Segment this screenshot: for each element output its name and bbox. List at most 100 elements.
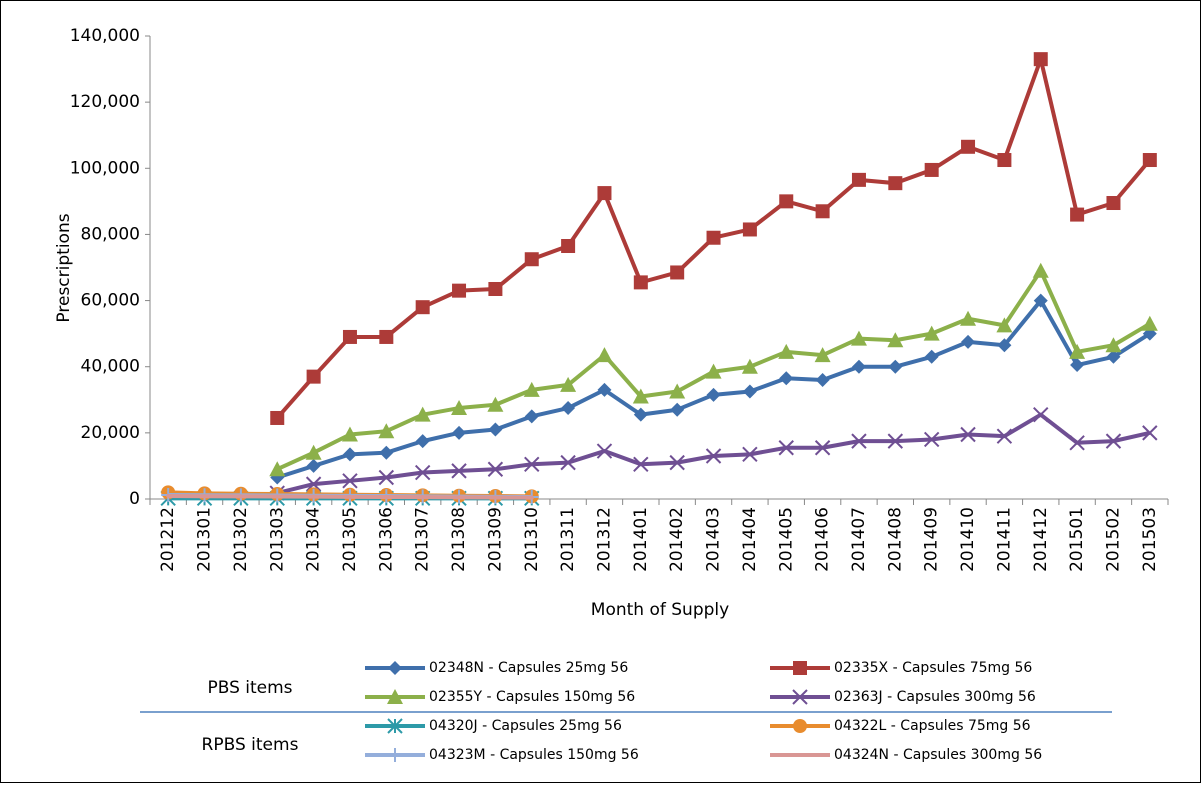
- data-point: [384, 495, 389, 500]
- x-tick-label: 201309: [485, 507, 505, 572]
- legend-marker: [793, 719, 807, 733]
- legend-marker: [793, 661, 807, 675]
- data-point: [1033, 293, 1048, 308]
- x-tick-label: 201312: [594, 507, 614, 572]
- data-point: [1032, 262, 1049, 278]
- data-point: [270, 410, 285, 425]
- data-point: [529, 495, 534, 500]
- y-tick-label: 40,000: [81, 357, 140, 377]
- data-point: [452, 425, 467, 440]
- data-point: [996, 428, 1013, 444]
- data-point: [306, 458, 321, 473]
- x-tick-label: 201503: [1140, 507, 1160, 572]
- data-point: [887, 433, 904, 449]
- x-tick-label: 201302: [231, 507, 251, 572]
- data-point: [778, 440, 794, 456]
- data-point: [597, 382, 612, 397]
- data-point: [378, 423, 395, 439]
- legend-label: 04323M - Capsules 150mg 56: [429, 747, 639, 763]
- x-tick-label: 201308: [449, 507, 469, 572]
- data-point: [524, 409, 539, 424]
- legend-marker: [792, 689, 808, 705]
- data-point: [561, 239, 576, 254]
- data-point: [596, 443, 613, 459]
- data-point: [451, 463, 467, 479]
- data-point: [524, 252, 539, 267]
- data-point: [451, 400, 468, 416]
- data-point: [1105, 337, 1122, 353]
- data-point: [851, 433, 867, 449]
- data-point: [420, 495, 425, 500]
- data-point: [961, 334, 976, 349]
- legend-marker: [388, 661, 402, 675]
- x-tick-label: 201403: [704, 507, 724, 572]
- x-tick-label: 201408: [885, 507, 905, 572]
- legend-label: 02355Y - Capsules 150mg 56: [429, 689, 635, 705]
- y-tick-label: 60,000: [81, 291, 140, 311]
- data-point: [814, 440, 831, 456]
- data-point: [670, 265, 685, 280]
- y-tick-label: 0: [129, 489, 140, 509]
- data-point: [960, 426, 976, 443]
- x-tick-label: 201411: [994, 507, 1014, 572]
- data-point: [305, 444, 322, 460]
- legend-label: 04322L - Capsules 75mg 56: [834, 718, 1031, 734]
- data-point: [996, 317, 1013, 333]
- x-tick-label: 201306: [376, 507, 396, 572]
- data-point: [597, 186, 612, 201]
- data-point: [742, 384, 757, 399]
- data-point: [457, 495, 462, 500]
- data-point: [706, 230, 721, 245]
- data-point: [778, 343, 795, 359]
- x-tick-label: 201409: [922, 507, 942, 572]
- x-tick-label: 201404: [740, 507, 760, 572]
- data-point: [342, 447, 357, 462]
- data-point: [887, 332, 904, 348]
- data-point: [341, 426, 358, 442]
- x-tick-label: 201212: [158, 507, 178, 572]
- data-point: [1106, 349, 1121, 364]
- data-point: [742, 222, 757, 237]
- data-point: [379, 445, 394, 460]
- data-point: [166, 494, 171, 499]
- data-point: [742, 446, 758, 463]
- x-tick-label: 201410: [958, 507, 978, 572]
- x-tick-label: 201304: [304, 507, 324, 572]
- data-point: [1070, 358, 1085, 373]
- data-point: [275, 494, 280, 499]
- data-point: [633, 407, 648, 422]
- data-point: [415, 300, 430, 315]
- legend-group-label: PBS items: [207, 678, 292, 698]
- data-point: [888, 359, 903, 374]
- data-point: [342, 329, 357, 344]
- data-point: [414, 406, 431, 422]
- x-tick-label: 201301: [195, 507, 215, 572]
- data-point: [669, 454, 685, 471]
- data-point: [560, 454, 576, 471]
- data-point: [1142, 425, 1158, 441]
- x-tick-label: 201407: [849, 507, 869, 572]
- data-point: [488, 281, 503, 296]
- x-tick-label: 201303: [267, 507, 287, 572]
- data-point: [850, 330, 867, 346]
- data-point: [633, 275, 648, 290]
- data-point: [524, 456, 540, 472]
- data-point: [815, 372, 830, 387]
- x-tick-label: 201502: [1103, 507, 1123, 572]
- data-point: [523, 381, 540, 397]
- y-tick-label: 100,000: [70, 158, 140, 178]
- data-point: [342, 473, 358, 489]
- data-point: [997, 153, 1012, 168]
- data-point: [923, 431, 940, 448]
- legend-label: 04320J - Capsules 25mg 56: [429, 718, 622, 734]
- data-point: [706, 387, 721, 402]
- data-point: [960, 310, 977, 326]
- data-point: [669, 383, 686, 399]
- data-point: [487, 461, 504, 477]
- legend-marker: [387, 718, 403, 734]
- legend-marker: [387, 689, 403, 704]
- data-point: [705, 448, 722, 464]
- legend-label: 02335X - Capsules 75mg 56: [834, 660, 1032, 676]
